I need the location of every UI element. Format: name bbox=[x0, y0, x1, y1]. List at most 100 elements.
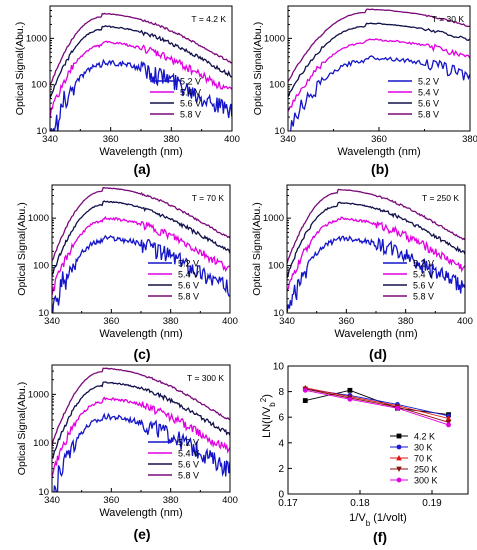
legend-label: 5.6 V bbox=[180, 99, 201, 109]
panel-b: 340 360 380 10 100 1000 Wavelength (nm) Optical… bbox=[252, 5, 477, 177]
x-tick-label: 380 bbox=[163, 134, 179, 145]
y-tick-label: 1000 bbox=[28, 213, 49, 224]
legend-label: 5.8 V bbox=[413, 292, 434, 302]
series-line-5.4v bbox=[52, 396, 230, 478]
series-line-4.2k bbox=[305, 389, 449, 416]
data-point bbox=[396, 444, 402, 450]
y-axis-label: Optical Signal(Abu.) bbox=[16, 202, 28, 295]
plot-frame bbox=[51, 364, 231, 493]
y-tick-label: 100 bbox=[269, 80, 285, 91]
legend-label: 30 K bbox=[414, 443, 433, 453]
series-line-5.2v bbox=[290, 55, 470, 131]
series-line-5.6v bbox=[52, 381, 230, 461]
data-point bbox=[446, 422, 451, 428]
temperature-annotation: T = 250 K bbox=[422, 193, 459, 203]
x-tick-label: 360 bbox=[103, 495, 119, 506]
x-tick-label: 0.17 bbox=[278, 498, 298, 509]
x-tick-label: 380 bbox=[462, 134, 477, 145]
panel-label: (e) bbox=[133, 526, 150, 542]
x-axis-label: Wavelength (nm) bbox=[99, 328, 182, 340]
x-tick-label: 380 bbox=[398, 316, 414, 327]
panel-label: (c) bbox=[133, 346, 150, 362]
x-tick-label: 380 bbox=[163, 316, 179, 327]
series-line-5.4v bbox=[288, 38, 470, 114]
y-tick-label: 10 bbox=[273, 308, 284, 319]
series-line-5.8v bbox=[52, 187, 230, 265]
y-tick-label: 8 bbox=[278, 387, 284, 398]
y-tick-label: 100 bbox=[31, 80, 47, 91]
temperature-annotation: T = 70 K bbox=[192, 193, 225, 203]
series-line-5.8v bbox=[288, 8, 470, 84]
y-tick-label: 1000 bbox=[26, 33, 47, 44]
x-tick-label: 360 bbox=[103, 134, 119, 145]
legend-label: 5.2 V bbox=[413, 259, 434, 269]
y-axis-label: Optical Signal(Abu.) bbox=[252, 22, 264, 115]
x-tick-label: 0.19 bbox=[422, 498, 442, 509]
panel-label: (d) bbox=[369, 346, 387, 362]
y-tick-label: 10 bbox=[38, 487, 49, 498]
y-tick-label: 10 bbox=[36, 126, 47, 137]
plot-frame bbox=[51, 184, 231, 314]
y-tick-label: 1000 bbox=[263, 213, 284, 224]
data-point bbox=[396, 433, 402, 439]
legend-label: 5.2 V bbox=[180, 77, 201, 87]
legend-label: 5.6 V bbox=[178, 281, 199, 291]
y-tick-label: 100 bbox=[33, 438, 49, 449]
x-tick-label: 340 bbox=[44, 316, 60, 327]
x-tick-label: 0.18 bbox=[350, 498, 370, 509]
series-line-70k bbox=[305, 387, 449, 419]
data-point bbox=[445, 415, 452, 421]
series-line-250k bbox=[305, 388, 449, 423]
legend-label: 5.6 V bbox=[178, 460, 199, 470]
panel-a: 340 360 380 400 10 100 1000 Wavelength (nm) Opti… bbox=[14, 5, 240, 177]
series-line-5.2v bbox=[53, 412, 230, 492]
panel-e: 340 360 380 400 10 100 1000 Wavelength (nm) Opti… bbox=[16, 364, 238, 542]
legend-label: 5.4 V bbox=[178, 270, 199, 280]
panel-label: (a) bbox=[133, 161, 150, 177]
data-point bbox=[347, 396, 353, 402]
x-axis-label: Wavelength (nm) bbox=[337, 146, 420, 158]
y-axis-label: Optical Signal(Abu.) bbox=[16, 382, 28, 475]
panel-label: (f) bbox=[373, 529, 387, 545]
x-tick-label: 360 bbox=[103, 316, 119, 327]
y-tick-label: 10 bbox=[38, 308, 49, 319]
data-point bbox=[396, 466, 402, 472]
legend-label: 5.4 V bbox=[413, 270, 434, 280]
x-axis-label: Wavelength (nm) bbox=[334, 328, 417, 340]
legend-label: 300 K bbox=[414, 476, 438, 486]
x-axis-label: Wavelength (nm) bbox=[99, 507, 182, 519]
x-tick-label: 400 bbox=[222, 316, 238, 327]
y-axis-label: Optical Signal(Abu.) bbox=[251, 202, 263, 295]
legend-label: 5.8 V bbox=[178, 292, 199, 302]
legend-label: 70 K bbox=[414, 454, 433, 464]
series-line-5.6v bbox=[287, 201, 465, 280]
series-line-5.4v bbox=[52, 215, 230, 296]
legend-label: 5.8 V bbox=[418, 110, 439, 120]
temperature-annotation: T = 300 K bbox=[187, 373, 224, 383]
legend-label: 250 K bbox=[414, 465, 438, 475]
series-line-5.4v bbox=[50, 40, 232, 119]
x-tick-label: 360 bbox=[371, 134, 387, 145]
x-tick-label: 400 bbox=[222, 495, 238, 506]
series-line-5.2v bbox=[52, 234, 230, 313]
y-tick-label: 100 bbox=[268, 261, 284, 272]
panel-c: 340 360 380 400 10 100 1000 Wavelength (nm) Opti… bbox=[16, 184, 238, 362]
data-point bbox=[347, 387, 353, 393]
series-line-5.8v bbox=[52, 367, 230, 447]
data-point bbox=[396, 455, 402, 461]
plot-frame bbox=[287, 365, 469, 495]
series-line-5.2v bbox=[287, 235, 465, 313]
y-tick-label: 1000 bbox=[28, 389, 49, 400]
temperature-annotation: T = 30 K bbox=[432, 14, 465, 24]
x-tick-label: 380 bbox=[163, 495, 179, 506]
y-axis-label: LN(I/Vb2) bbox=[259, 394, 277, 438]
x-tick-label: 400 bbox=[457, 316, 473, 327]
data-point bbox=[395, 405, 400, 411]
legend-label: 5.2 V bbox=[418, 77, 439, 87]
y-tick-label: 10 bbox=[273, 362, 285, 373]
legend-label: 5.2 V bbox=[178, 259, 199, 269]
y-tick-label: 100 bbox=[33, 261, 49, 272]
y-axis-label: Optical Signal(Abu.) bbox=[14, 22, 26, 115]
x-tick-label: 340 bbox=[280, 134, 296, 145]
legend-label: 5.4 V bbox=[180, 88, 201, 98]
